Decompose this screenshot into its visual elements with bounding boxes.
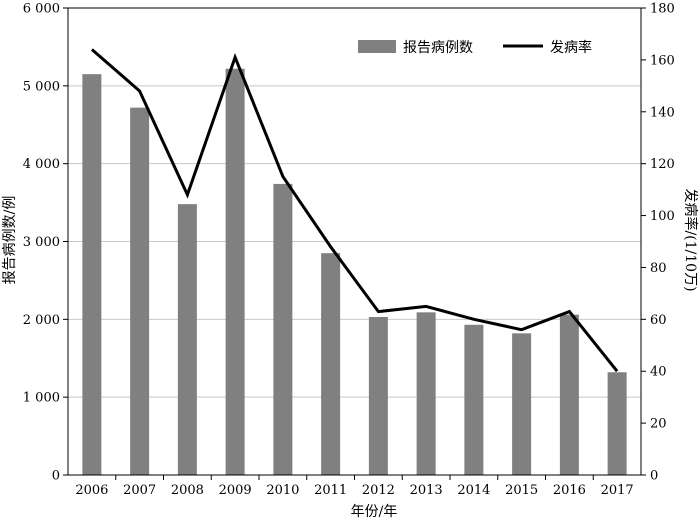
bar-2015 bbox=[512, 333, 531, 475]
x-tick-label: 2010 bbox=[266, 483, 299, 498]
bar-2011 bbox=[321, 253, 340, 475]
x-tick-label: 2012 bbox=[362, 483, 395, 498]
bar-series bbox=[82, 69, 626, 475]
x-tick-label: 2008 bbox=[171, 483, 204, 498]
x-tick-label: 2013 bbox=[410, 483, 443, 498]
bar-2017 bbox=[608, 372, 627, 475]
bar-2010 bbox=[273, 184, 292, 475]
y-axis-right-title: 发病率/(1/10万) bbox=[682, 188, 699, 291]
y-left-tick-label: 4 000 bbox=[23, 157, 60, 172]
x-tick-label: 2009 bbox=[219, 483, 252, 498]
legend-bar-label: 报告病例数 bbox=[403, 40, 473, 56]
y-right-tick-label: 60 bbox=[650, 313, 667, 328]
axes bbox=[63, 8, 646, 480]
y-right-tick-label: 180 bbox=[650, 2, 675, 17]
legend-line-label: 发病率 bbox=[550, 39, 592, 56]
gridlines bbox=[68, 8, 641, 397]
x-tick-label: 2016 bbox=[553, 483, 586, 498]
bar-2013 bbox=[417, 312, 436, 475]
bar-2007 bbox=[130, 108, 149, 475]
y-left-tick-label: 1 000 bbox=[23, 391, 60, 406]
legend-bar-swatch bbox=[358, 40, 396, 53]
line-series bbox=[92, 49, 617, 371]
x-tick-label: 2011 bbox=[314, 483, 347, 498]
x-tick-label: 2006 bbox=[75, 483, 108, 498]
y-axis-left-title: 报告病例数/例 bbox=[2, 196, 18, 285]
bar-2012 bbox=[369, 317, 388, 475]
y-left-tick-label: 6 000 bbox=[23, 2, 60, 17]
y-left-tick-label: 2 000 bbox=[23, 313, 60, 328]
y-right-tick-label: 100 bbox=[650, 209, 675, 224]
x-tick-label: 2014 bbox=[457, 483, 490, 498]
y-left-tick-label: 5 000 bbox=[23, 79, 60, 94]
x-tick-label: 2017 bbox=[601, 483, 634, 498]
bar-2014 bbox=[464, 325, 483, 475]
x-tick-label: 2015 bbox=[505, 483, 538, 498]
bar-2006 bbox=[82, 74, 101, 475]
y-left-tick-label: 0 bbox=[52, 469, 60, 484]
x-tick-label: 2007 bbox=[123, 483, 156, 498]
x-axis-title: 年份/年 bbox=[351, 504, 398, 520]
legend: 报告病例数 发病率 bbox=[358, 39, 592, 56]
y-right-tick-label: 120 bbox=[650, 157, 675, 172]
y-right-tick-label: 140 bbox=[650, 105, 675, 120]
incidence-line bbox=[92, 50, 617, 372]
y-right-tick-label: 160 bbox=[650, 53, 675, 68]
y-right-tick-label: 20 bbox=[650, 417, 667, 432]
bar-2008 bbox=[178, 204, 197, 475]
bar-2009 bbox=[226, 69, 245, 475]
bar-2016 bbox=[560, 315, 579, 475]
y-right-tick-label: 0 bbox=[650, 469, 658, 484]
y-left-tick-label: 3 000 bbox=[23, 235, 60, 250]
y-right-tick-label: 40 bbox=[650, 365, 667, 380]
y-right-tick-label: 80 bbox=[650, 261, 667, 276]
